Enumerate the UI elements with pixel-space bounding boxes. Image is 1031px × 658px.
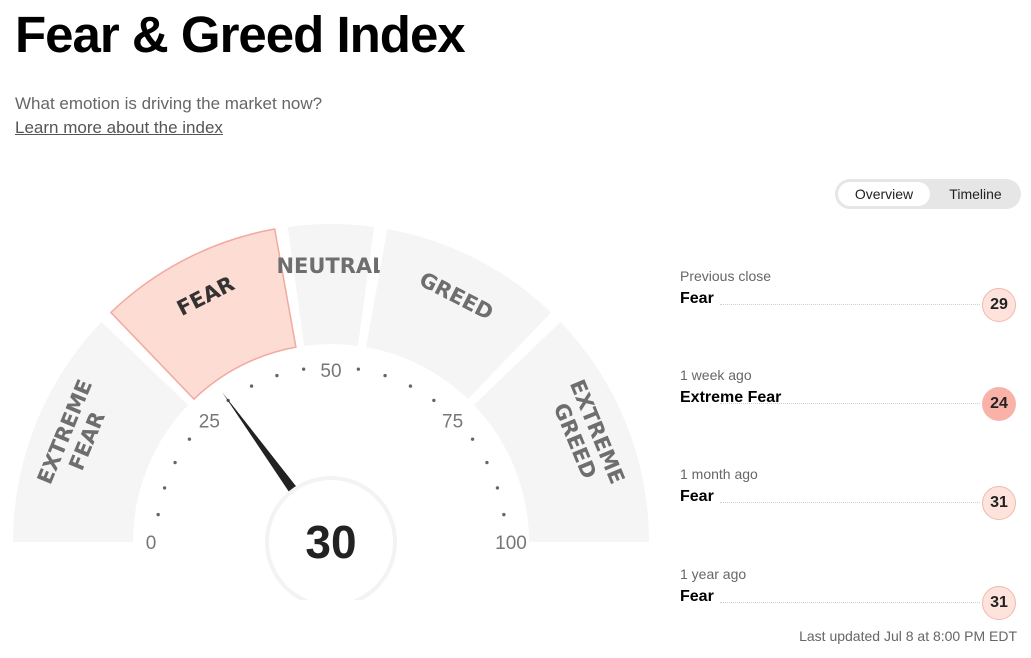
- gauge-tick-dot: [173, 460, 177, 465]
- history-label: 1 week ago: [680, 367, 752, 383]
- gauge-needle-group: 30: [222, 392, 397, 600]
- history-score-badge: 24: [982, 387, 1016, 421]
- history-label: 1 year ago: [680, 566, 747, 582]
- gauge-tick-dot: [502, 512, 506, 517]
- tab-timeline[interactable]: Timeline: [949, 186, 1002, 202]
- gauge-tick-dot: [485, 460, 489, 465]
- gauge-scale-label: 0: [146, 533, 157, 554]
- gauge-tick-dot: [275, 373, 279, 378]
- gauge-scale-label: 50: [320, 361, 341, 382]
- history-rating: Extreme Fear: [680, 389, 782, 406]
- learn-more-link[interactable]: Learn more about the index: [15, 118, 223, 137]
- gauge-segment: [366, 229, 552, 400]
- gauge-tick-dot: [470, 437, 475, 441]
- history-score-badge: 29: [982, 288, 1016, 322]
- page-title: Fear & Greed Index: [15, 6, 466, 63]
- history-rating: Fear: [680, 588, 714, 605]
- gauge-tick-dot: [356, 367, 361, 371]
- gauge-segment: [473, 321, 649, 542]
- view-toggle: Overview Timeline: [835, 179, 1021, 209]
- gauge-tick-dot: [432, 398, 436, 403]
- gauge-scale-label: 75: [442, 411, 463, 432]
- last-updated: Last updated Jul 8 at 8:00 PM EDT: [799, 628, 1017, 644]
- gauge-segment-label: NEUTRAL: [276, 254, 385, 278]
- history-label: Previous close: [680, 268, 772, 284]
- gauge-tick-dot: [187, 437, 192, 441]
- dotted-leader: [720, 403, 980, 404]
- history-rating: Fear: [680, 290, 714, 307]
- gauge-tick-dot: [408, 384, 413, 388]
- gauge-value: 30: [305, 516, 356, 568]
- gauge-segment: [13, 321, 189, 542]
- page-subtitle: What emotion is driving the market now?: [15, 94, 323, 113]
- gauge-tick-dot: [383, 373, 387, 378]
- gauge-tick-dot: [301, 367, 306, 371]
- tab-overview[interactable]: Overview: [838, 182, 930, 206]
- dotted-leader: [720, 502, 980, 503]
- gauge-tick-dot: [495, 486, 500, 490]
- history-item-1-week-ago: 1 week ago Extreme Fear 24: [680, 357, 1020, 421]
- gauge-ticks: 0 25 50 75 100: [146, 361, 527, 554]
- gauge-hub: [269, 480, 393, 600]
- gauge-scale-label: 25: [199, 411, 220, 432]
- gauge-scale-label: 100: [495, 533, 527, 554]
- history-label: 1 month ago: [680, 466, 758, 482]
- gauge-tick-dot: [156, 512, 160, 517]
- dotted-leader: [720, 602, 980, 603]
- history-score-badge: 31: [982, 486, 1016, 520]
- dotted-leader: [720, 304, 980, 305]
- history-rating: Fear: [680, 488, 714, 505]
- gauge-segment: [109, 228, 297, 401]
- history-item-1-month-ago: 1 month ago Fear 31: [680, 456, 1020, 520]
- history-item-1-year-ago: 1 year ago Fear 31: [680, 556, 1020, 620]
- gauge-tick-dot: [249, 384, 254, 388]
- history-score-badge: 31: [982, 586, 1016, 620]
- history-item-previous-close: Previous close Fear 29: [680, 258, 1020, 322]
- fear-greed-gauge: EXTREMEFEARFEARNEUTRALGREEDEXTREMEGREED …: [13, 223, 649, 600]
- gauge-segment: [287, 223, 375, 346]
- gauge-tick-dot: [162, 486, 167, 490]
